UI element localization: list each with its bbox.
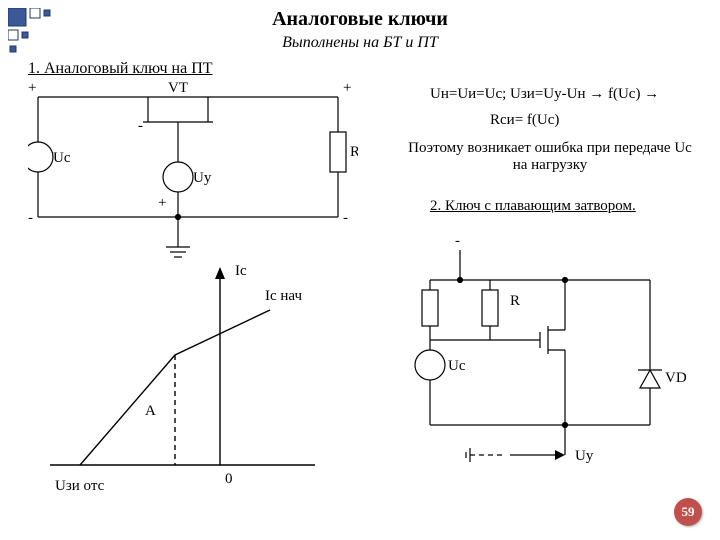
graph-ylabel: Iс xyxy=(235,263,247,279)
section1-title: 1. Аналоговый ключ на ПТ xyxy=(28,60,213,78)
c2-r-label: R xyxy=(510,293,520,309)
section2-title: 2. Ключ с плавающим затвором. xyxy=(430,198,636,215)
c1-vt-label: VT xyxy=(168,82,188,96)
c1-plus-right: + xyxy=(343,82,351,96)
formula1: Uн=Uи=Uс; Uзи=Uу-Uн → f(Uс) → xyxy=(430,86,659,103)
c1-gate-minus: - xyxy=(138,118,143,134)
graph-pointA: A xyxy=(145,403,156,419)
page-number-badge: 59 xyxy=(674,498,702,526)
circuit1-diagram: + + - - VT - Uc Uу + Rн xyxy=(28,82,358,277)
c2-minus: - xyxy=(455,233,460,249)
page-subtitle: Выполнены на БТ и ПТ xyxy=(0,34,720,52)
c1-uy-label: Uу xyxy=(193,170,212,186)
graph-icn: Iс нач xyxy=(265,288,302,304)
page-title: Аналоговые ключи xyxy=(0,8,720,31)
c1-uy-plus: + xyxy=(158,195,166,211)
circuit2-diagram: - R Uс VD Uу xyxy=(400,230,700,495)
c1-plus-left: + xyxy=(28,82,36,96)
explanation-text: Поэтому возникает ошибка при передаче Uс… xyxy=(400,140,700,174)
c1-minus-right: - xyxy=(343,210,348,226)
c2-uc-label: Uс xyxy=(448,358,466,374)
c2-uy-label: Uу xyxy=(575,448,594,464)
graph-uzi: Uзи отс xyxy=(55,478,105,494)
formula2: Rси= f(Uс) xyxy=(490,112,559,129)
c1-rn-label: Rн xyxy=(350,144,358,160)
c1-uc-label: Uc xyxy=(53,150,71,166)
graph-origin: 0 xyxy=(225,471,233,487)
c1-minus-left: - xyxy=(28,210,33,226)
c2-vd-label: VD xyxy=(665,370,687,386)
ic-graph: Iс Iс нач A Uзи отс 0 xyxy=(40,255,340,510)
